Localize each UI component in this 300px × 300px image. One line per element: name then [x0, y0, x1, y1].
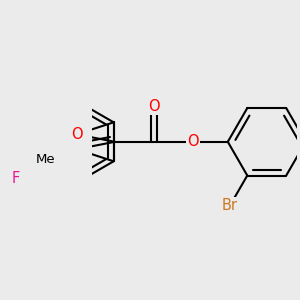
Text: Br: Br	[222, 198, 238, 213]
Text: F: F	[12, 171, 20, 186]
Text: O: O	[148, 99, 160, 114]
Text: O: O	[187, 134, 199, 149]
Text: Me: Me	[35, 153, 55, 166]
Text: O: O	[71, 127, 82, 142]
